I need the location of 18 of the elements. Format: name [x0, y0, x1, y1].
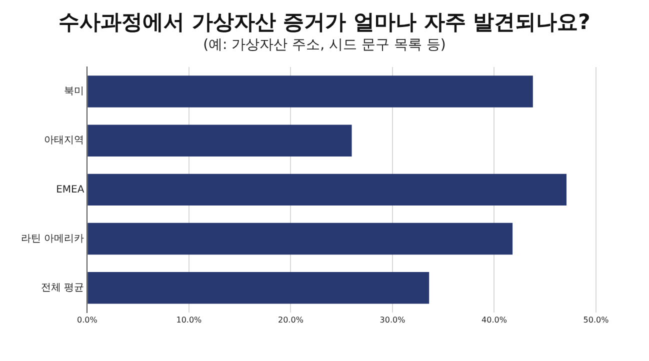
x-tick-label: 20.0% — [278, 315, 304, 324]
x-tick-label: 30.0% — [380, 315, 406, 324]
y-tick-label: 라틴 아메리카 — [20, 233, 84, 244]
x-tick-label: 0.0% — [77, 315, 98, 324]
y-tick-label: 아태지역 — [44, 135, 84, 146]
x-tick-label: 40.0% — [482, 315, 508, 324]
bar — [88, 76, 533, 108]
x-tick-label: 50.0% — [583, 315, 610, 324]
bar — [88, 272, 430, 304]
x-tick-label: 10.0% — [176, 315, 202, 324]
y-tick-label: EMEA — [56, 184, 84, 196]
bar — [88, 222, 513, 255]
y-tick-label: 북미 — [64, 86, 84, 98]
bar — [88, 174, 566, 206]
y-tick-label: 전체 평균 — [40, 282, 84, 294]
bar — [88, 124, 352, 156]
chart-title: 수사과정에서 가상자산 증거가 얼마나 자주 발견되나요? — [58, 9, 592, 36]
chart-subtitle: (예: 가상자산 주소, 시드 문구 목록 등) — [202, 36, 447, 54]
